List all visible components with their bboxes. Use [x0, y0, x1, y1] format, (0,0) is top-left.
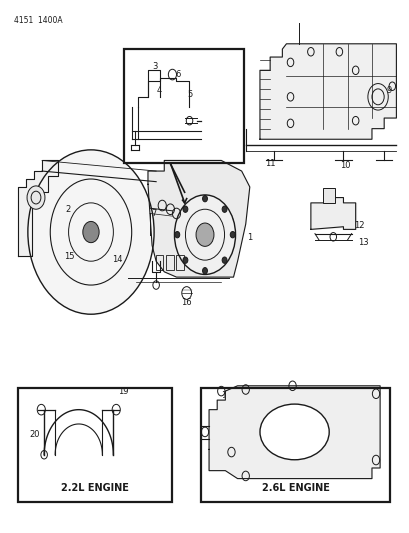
Text: 5: 5 [187, 90, 192, 99]
Text: 8: 8 [228, 218, 234, 227]
Text: 13: 13 [357, 238, 368, 247]
Circle shape [222, 257, 227, 263]
Text: 3: 3 [152, 62, 157, 70]
Polygon shape [259, 44, 396, 139]
Text: 14: 14 [112, 255, 122, 264]
Circle shape [28, 150, 154, 314]
Circle shape [222, 206, 227, 212]
Text: 12: 12 [354, 221, 364, 230]
Circle shape [196, 223, 213, 246]
Text: 4151  1400A: 4151 1400A [13, 16, 62, 25]
Text: 16: 16 [181, 298, 191, 307]
Bar [176, 255, 183, 270]
Text: 2: 2 [65, 205, 70, 214]
Circle shape [202, 196, 207, 202]
Circle shape [182, 257, 187, 263]
Text: 9: 9 [386, 86, 391, 95]
Text: 4: 4 [156, 86, 162, 95]
Text: 6: 6 [175, 70, 181, 79]
Ellipse shape [259, 404, 328, 460]
Circle shape [27, 186, 45, 209]
Polygon shape [148, 160, 249, 277]
Text: 20: 20 [352, 392, 362, 401]
Circle shape [174, 195, 235, 274]
Bar [156, 255, 163, 270]
Text: 11: 11 [264, 159, 275, 168]
Text: 7: 7 [151, 209, 156, 218]
Bar [123, 49, 243, 163]
Text: 10: 10 [339, 161, 350, 170]
Text: 18: 18 [221, 391, 231, 400]
Text: 2.6L ENGINE: 2.6L ENGINE [261, 482, 329, 492]
Text: 19: 19 [118, 387, 128, 396]
Polygon shape [209, 386, 379, 479]
Polygon shape [310, 198, 355, 229]
Bar [166, 255, 173, 270]
Text: 15: 15 [64, 253, 75, 262]
Circle shape [230, 231, 234, 238]
Polygon shape [18, 160, 58, 256]
Bar [200, 389, 389, 503]
Text: 3: 3 [210, 209, 215, 218]
Text: 2.2L ENGINE: 2.2L ENGINE [61, 482, 129, 492]
Circle shape [175, 231, 179, 238]
Text: 17: 17 [346, 432, 356, 441]
Circle shape [83, 221, 99, 243]
Bar [322, 188, 335, 203]
Text: 1: 1 [247, 233, 252, 242]
Text: 20: 20 [29, 430, 40, 439]
Bar [18, 389, 172, 503]
Circle shape [202, 268, 207, 274]
Circle shape [182, 206, 187, 212]
